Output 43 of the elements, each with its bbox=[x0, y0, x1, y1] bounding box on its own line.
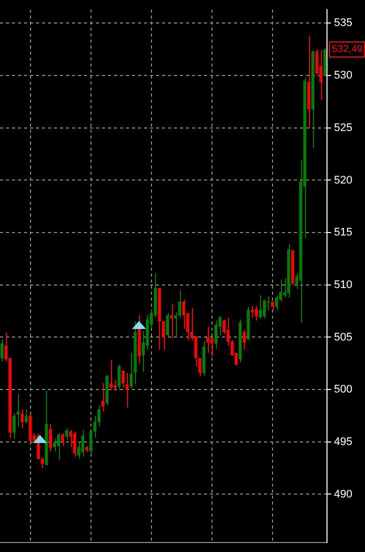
candlestick bbox=[114, 380, 117, 392]
y-tick-label: 520 bbox=[334, 174, 352, 186]
candlestick bbox=[214, 320, 218, 350]
candlestick bbox=[12, 413, 16, 440]
candlestick bbox=[258, 294, 262, 319]
candlestick bbox=[48, 424, 52, 452]
y-tick-label: 515 bbox=[334, 226, 352, 239]
candlestick bbox=[65, 428, 68, 440]
y-tick-label: 530 bbox=[334, 70, 352, 82]
y-tick-label: 510 bbox=[334, 278, 352, 291]
candlestick bbox=[40, 457, 44, 469]
candlestick bbox=[81, 430, 84, 458]
y-tick-label: 500 bbox=[334, 384, 352, 396]
candlestick bbox=[122, 370, 125, 388]
candlestick bbox=[166, 312, 170, 339]
candlestick bbox=[110, 360, 113, 390]
y-tick-label: 525 bbox=[334, 122, 352, 134]
candlestick bbox=[24, 408, 28, 424]
candlestick bbox=[254, 305, 258, 321]
candlestick bbox=[182, 299, 186, 330]
candlestick bbox=[162, 321, 166, 350]
candlestick bbox=[242, 329, 246, 350]
candlestick bbox=[20, 408, 24, 429]
candlestick bbox=[198, 358, 202, 376]
text: 532,49 bbox=[332, 44, 364, 56]
candlestick bbox=[250, 305, 254, 318]
y-tick-label: 495 bbox=[334, 436, 352, 448]
candlestick bbox=[101, 382, 104, 412]
candlestick bbox=[170, 303, 174, 339]
candlestick bbox=[57, 433, 60, 460]
candlestick bbox=[275, 294, 278, 311]
candlestick bbox=[52, 438, 56, 452]
candlestick bbox=[319, 50, 322, 100]
candlestick bbox=[61, 433, 64, 447]
candlestick bbox=[262, 299, 266, 319]
candlestick bbox=[206, 326, 210, 354]
candlestick bbox=[118, 364, 121, 390]
y-tick-label: 535 bbox=[334, 17, 352, 30]
candlestick bbox=[73, 430, 76, 458]
y-tick-label: 490 bbox=[334, 488, 352, 500]
candlestick bbox=[126, 372, 129, 408]
candlestick bbox=[0, 338, 4, 362]
y-tick-label: 505 bbox=[334, 331, 352, 344]
